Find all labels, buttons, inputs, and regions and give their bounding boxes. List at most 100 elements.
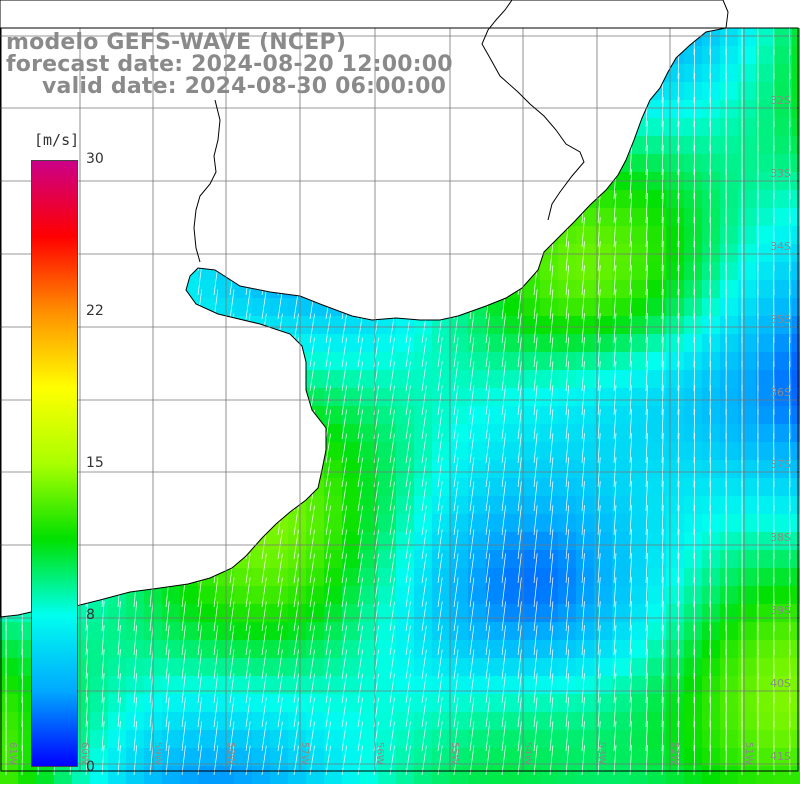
wind-speed-cell: [504, 730, 522, 748]
latitude-label: 36S: [770, 386, 791, 399]
wind-arrow: [309, 361, 315, 392]
wind-speed-cell: [648, 748, 666, 766]
wind-speed-cell: [558, 478, 576, 496]
wind-arrow: [229, 577, 235, 608]
wind-speed-cell: [612, 586, 630, 604]
wind-arrow: [533, 625, 538, 656]
wind-speed-cell: [792, 226, 800, 244]
wind-arrow: [293, 601, 299, 632]
river-outline: [193, 99, 221, 263]
wind-speed-cell: [738, 676, 756, 694]
wind-speed-cell: [360, 334, 378, 352]
wind-arrow: [549, 505, 554, 536]
wind-speed-cell: [360, 352, 378, 370]
wind-speed-cell: [450, 370, 468, 388]
wind-arrow: [133, 601, 138, 632]
wind-speed-cell: [504, 334, 522, 352]
wind-arrow: [645, 361, 648, 392]
wind-arrow: [117, 649, 121, 680]
wind-arrow: [565, 601, 570, 632]
wind-speed-cell: [738, 262, 756, 280]
wind-arrow: [709, 313, 711, 344]
wind-arrow: [661, 577, 664, 608]
wind-speed-cell: [540, 388, 558, 406]
wind-arrow: [533, 649, 538, 680]
wind-speed-cell: [612, 370, 630, 388]
wind-arrow: [629, 193, 633, 224]
wind-arrow: [677, 313, 680, 344]
wind-speed-cell: [738, 208, 756, 226]
wind-arrow: [629, 313, 633, 344]
wind-arrow: [341, 721, 347, 752]
wind-speed-cell: [432, 442, 450, 460]
wind-speed-cell: [288, 766, 306, 784]
wind-speed-cell: [450, 730, 468, 748]
wind-arrow: [453, 337, 459, 368]
wind-arrow: [341, 481, 347, 512]
wind-speed-cell: [792, 550, 800, 568]
wind-speed-cell: [684, 406, 702, 424]
wind-speed-cell: [756, 640, 774, 658]
wind-speed-cell: [0, 694, 18, 712]
wind-arrow: [197, 625, 203, 656]
wind-arrow: [533, 361, 538, 392]
wind-speed-cell: [504, 532, 522, 550]
wind-speed-cell: [504, 316, 522, 334]
wind-speed-cell: [432, 460, 450, 478]
wind-arrow: [213, 697, 219, 728]
wind-speed-cell: [522, 532, 540, 550]
wind-arrow: [677, 553, 680, 584]
wind-arrow: [181, 625, 186, 656]
wind-speed-cell: [648, 136, 666, 154]
wind-speed-cell: [414, 442, 432, 460]
wind-speed-cell: [558, 550, 576, 568]
wind-speed-cell: [702, 370, 720, 388]
wind-speed-cell: [774, 568, 792, 586]
wind-speed-cell: [684, 496, 702, 514]
wind-speed-cell: [792, 64, 800, 82]
wind-speed-cell: [756, 118, 774, 136]
wind-speed-cell: [504, 586, 522, 604]
latitude-label: 35S: [770, 313, 791, 326]
wind-arrow: [437, 601, 443, 632]
forecast-date: forecast date: 2024-08-20 12:00:00: [6, 52, 453, 77]
wind-arrow: [501, 625, 506, 656]
wind-arrow: [533, 673, 538, 704]
wind-speed-cell: [612, 622, 630, 640]
wind-arrow: [517, 721, 522, 752]
wind-speed-cell: [0, 622, 18, 640]
wind-arrow: [693, 241, 696, 272]
wind-arrow: [277, 601, 283, 632]
wind-speed-cell: [90, 712, 108, 730]
wind-arrow: [421, 361, 427, 392]
wind-speed-cell: [684, 118, 702, 136]
wind-speed-cell: [450, 712, 468, 730]
wind-arrow: [117, 601, 121, 632]
wind-speed-cell: [378, 604, 396, 622]
wind-speed-cell: [234, 730, 252, 748]
wind-speed-cell: [558, 424, 576, 442]
wind-speed-cell: [216, 676, 234, 694]
wind-arrow: [565, 313, 570, 344]
wind-speed-cell: [234, 694, 252, 712]
wind-speed-cell: [774, 460, 792, 478]
wind-speed-cell: [756, 226, 774, 244]
wind-arrow: [181, 673, 186, 704]
wind-speed-cell: [792, 370, 800, 388]
wind-speed-cell: [594, 388, 612, 406]
wind-speed-cell: [396, 496, 414, 514]
wind-speed-cell: [126, 622, 144, 640]
wind-speed-cell: [252, 694, 270, 712]
wind-arrow: [405, 409, 411, 440]
wind-arrow: [629, 217, 633, 248]
wind-speed-cell: [522, 658, 540, 676]
wind-arrow: [165, 697, 170, 728]
wind-arrow: [469, 745, 475, 776]
wind-speed-cell: [720, 424, 738, 442]
wind-speed-cell: [90, 640, 108, 658]
wind-arrow: [341, 433, 347, 464]
wind-speed-cell: [684, 208, 702, 226]
wind-speed-cell: [576, 730, 594, 748]
wind-arrow: [709, 481, 711, 512]
